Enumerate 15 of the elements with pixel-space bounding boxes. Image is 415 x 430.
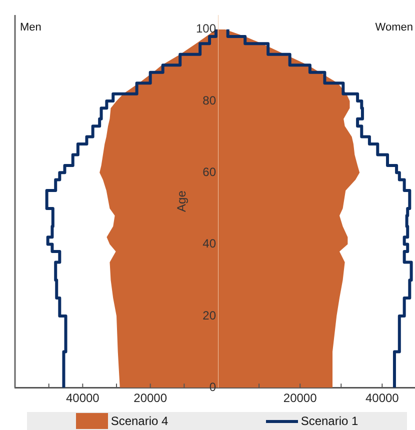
- y-axis-title: Age: [174, 190, 188, 212]
- y-tick-label: 60: [202, 164, 216, 179]
- text: Men: [20, 22, 42, 34]
- legend-label: Scenario 1: [300, 414, 358, 428]
- x-tick-label: 20000: [134, 391, 168, 406]
- y-tick-label: 40: [202, 236, 216, 251]
- x-tick-label: 40000: [66, 391, 100, 406]
- y-tick-label: 20: [202, 308, 216, 322]
- y-tick-label: 0: [209, 380, 216, 394]
- y-tick-label: 100: [196, 22, 216, 36]
- x-tick-label: 40000: [365, 391, 400, 406]
- legend-label: Scenario 4: [110, 414, 168, 428]
- y-tick-label: 80: [202, 93, 216, 108]
- x-tick-label: 20000: [283, 391, 318, 406]
- text: Women: [375, 22, 413, 34]
